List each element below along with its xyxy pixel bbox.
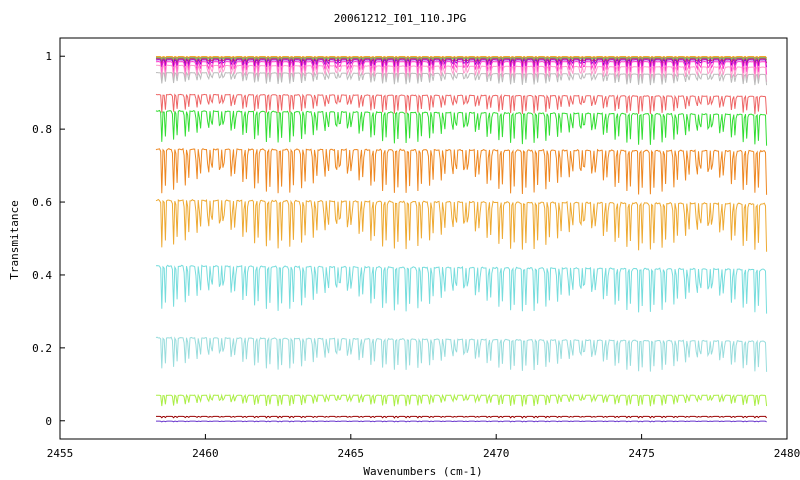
chart-title: 20061212_I01_110.JPG [334,12,466,25]
series-line [155,70,768,86]
series-line [156,420,767,423]
x-tick-label: 2460 [192,447,219,460]
y-axis-label: Transmitance [8,200,21,279]
y-tick-label: 0.2 [32,342,52,355]
x-axis: 2455 2460 2465 2470 2475 2480 [47,434,800,460]
x-tick-label: 2475 [628,447,655,460]
y-axis: 0 0.2 0.4 0.6 0.8 1 [32,50,65,428]
x-tick-label: 2465 [338,447,365,460]
series-line [156,56,768,59]
x-axis-label: Wavenumbers (cm-1) [363,465,482,478]
y-tick-label: 1 [45,50,52,63]
series-line [155,264,768,314]
series-line [155,58,768,68]
series-line [155,93,768,115]
series-line [155,57,768,62]
series-line [155,109,768,146]
series-line [155,63,768,82]
plot-frame [59,37,788,440]
y-tick-label: 0.8 [32,123,52,136]
series-line [155,198,768,252]
series-layer [155,56,768,423]
y-tick-label: 0.4 [32,269,52,282]
series-line [155,336,768,372]
x-tick-label: 2470 [483,447,510,460]
series-line [156,415,768,419]
x-tick-label: 2455 [47,447,74,460]
plot-area [59,37,788,440]
x-tick-label: 2480 [774,447,800,460]
y-tick-label: 0 [45,415,52,428]
series-line [155,147,768,195]
y-tick-label: 0.6 [32,196,52,209]
series-line [155,393,768,407]
